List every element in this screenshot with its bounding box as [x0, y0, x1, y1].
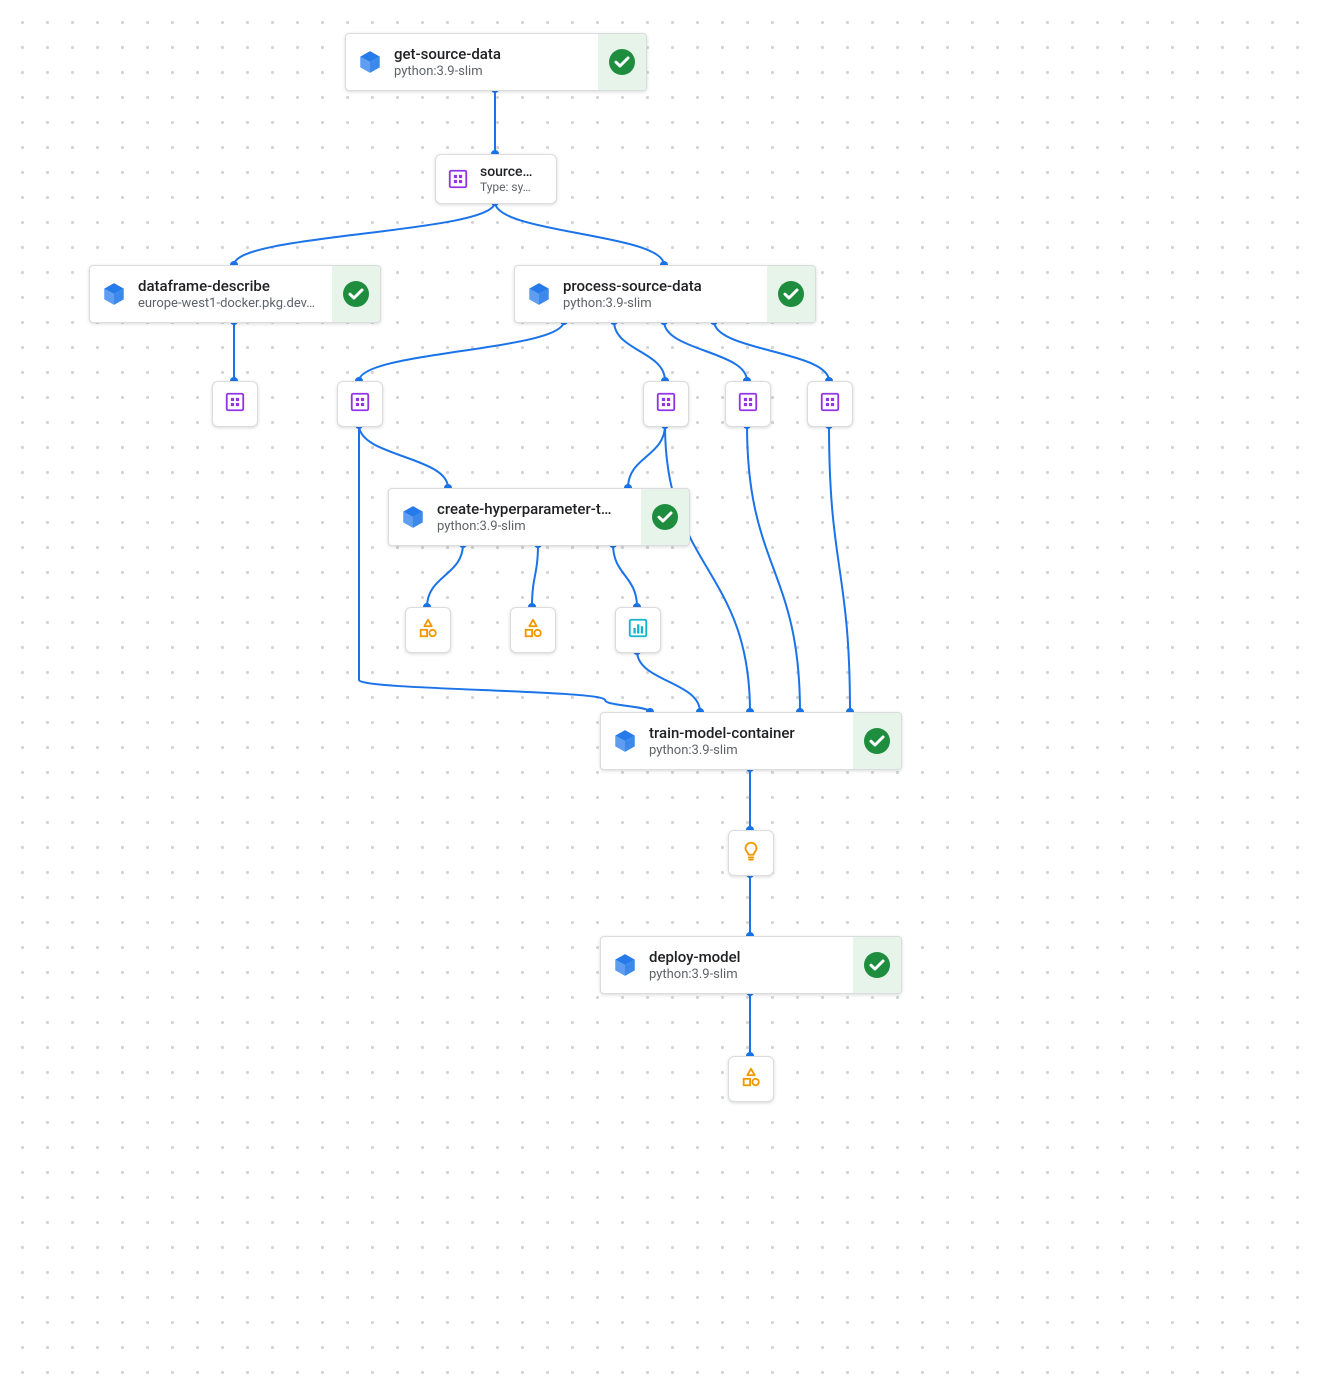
task-text: dataframe-describeeurope-west1-docker.pk… [138, 266, 332, 322]
task-title: create-hyperparameter-t… [437, 500, 635, 518]
task-title: get-source-data [394, 45, 592, 63]
task-process-source[interactable]: process-source-datapython:3.9-slim [514, 265, 816, 323]
task-get-source[interactable]: get-source-datapython:3.9-slim [345, 33, 647, 91]
model-icon [740, 1066, 762, 1092]
task-text: get-source-datapython:3.9-slim [394, 34, 598, 90]
artifact-a-deploy-out[interactable] [728, 1056, 774, 1102]
cube-icon [515, 266, 563, 322]
task-text: process-source-datapython:3.9-slim [563, 266, 767, 322]
status-success-icon [853, 937, 901, 993]
task-train-model[interactable]: train-model-containerpython:3.9-slim [600, 712, 902, 770]
cube-icon [346, 34, 394, 90]
dataset-icon [819, 391, 841, 417]
task-text: train-model-containerpython:3.9-slim [649, 713, 853, 769]
task-subtitle: python:3.9-slim [649, 743, 847, 758]
task-subtitle: python:3.9-slim [563, 296, 761, 311]
artifact-a-p1[interactable] [337, 381, 383, 427]
cube-icon [601, 713, 649, 769]
task-text: deploy-modelpython:3.9-slim [649, 937, 853, 993]
pipeline-canvas: get-source-datapython:3.9-slimdataframe-… [0, 0, 1320, 1390]
task-title: dataframe-describe [138, 277, 326, 295]
dataset-icon [349, 391, 371, 417]
task-deploy-model[interactable]: deploy-modelpython:3.9-slim [600, 936, 902, 994]
dataset-icon [224, 391, 246, 417]
artifact-a-p4[interactable] [807, 381, 853, 427]
artifact-a-df-out[interactable] [212, 381, 258, 427]
metrics-icon [627, 617, 649, 643]
artifact-a-h1[interactable] [405, 607, 451, 653]
edge-layer [0, 0, 1320, 1390]
cube-icon [601, 937, 649, 993]
dataset-icon [436, 168, 480, 190]
task-title: deploy-model [649, 948, 847, 966]
status-success-icon [332, 266, 380, 322]
task-subtitle: europe-west1-docker.pkg.dev… [138, 296, 326, 311]
artifact-a-p3[interactable] [725, 381, 771, 427]
dataset-icon [737, 391, 759, 417]
model-icon [522, 617, 544, 643]
task-subtitle: python:3.9-slim [437, 519, 635, 534]
artifact-a-bulb[interactable] [728, 830, 774, 876]
cube-icon [90, 266, 138, 322]
artifact-subtitle: Type: sy… [480, 180, 546, 194]
task-df-describe[interactable]: dataframe-describeeurope-west1-docker.pk… [89, 265, 381, 323]
artifact-source-labeled[interactable]: source…Type: sy… [435, 154, 557, 204]
model-icon [417, 617, 439, 643]
task-title: process-source-data [563, 277, 761, 295]
dataset-icon [655, 391, 677, 417]
cube-icon [389, 489, 437, 545]
artifact-a-h3[interactable] [615, 607, 661, 653]
status-success-icon [853, 713, 901, 769]
bulb-icon [740, 840, 762, 866]
artifact-a-p2[interactable] [643, 381, 689, 427]
task-subtitle: python:3.9-slim [394, 64, 592, 79]
status-success-icon [598, 34, 646, 90]
artifact-a-h2[interactable] [510, 607, 556, 653]
status-success-icon [641, 489, 689, 545]
task-text: create-hyperparameter-t…python:3.9-slim [437, 489, 641, 545]
status-success-icon [767, 266, 815, 322]
task-create-hpt[interactable]: create-hyperparameter-t…python:3.9-slim [388, 488, 690, 546]
artifact-title: source… [480, 164, 546, 180]
task-title: train-model-container [649, 724, 847, 742]
task-subtitle: python:3.9-slim [649, 967, 847, 982]
